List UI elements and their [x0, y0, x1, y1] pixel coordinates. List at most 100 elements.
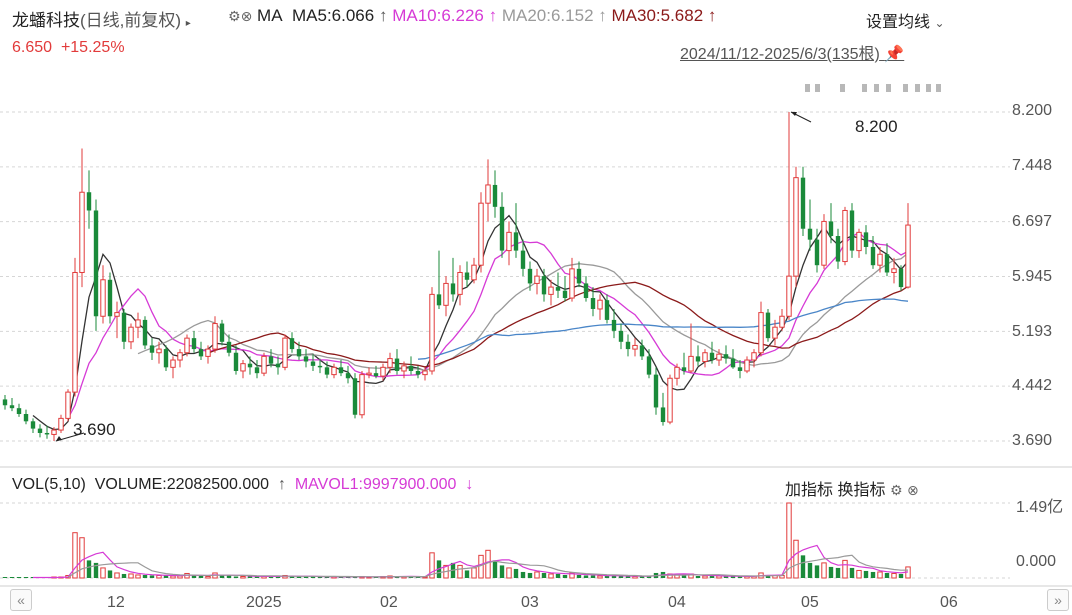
event-marker — [862, 84, 867, 92]
candle-body — [107, 279, 113, 317]
volume-bar — [240, 575, 246, 579]
high-annotation: 8.200 — [855, 117, 898, 136]
close-circle-icon[interactable]: ⊗ — [240, 8, 253, 24]
switch-indicator-button[interactable]: 换指标 — [837, 482, 886, 499]
candle-body — [772, 326, 778, 339]
volume-bar — [135, 574, 141, 579]
ma5-line — [32, 214, 909, 431]
candle-body — [499, 206, 505, 251]
price-line: 6.650 +15.25% — [12, 39, 125, 57]
volume-bar — [79, 537, 85, 579]
scroll-right-button[interactable]: » — [1047, 589, 1069, 611]
candle-body — [65, 391, 71, 419]
volume-bar — [275, 576, 281, 578]
pin-icon[interactable]: 📌 — [884, 46, 905, 63]
candle-body — [618, 330, 624, 342]
volume-bar — [303, 576, 309, 578]
volume-bar — [541, 572, 547, 578]
candle-body — [506, 231, 512, 252]
volume-bar — [597, 575, 603, 579]
volume-bar — [821, 562, 827, 579]
volume-bar — [765, 574, 771, 578]
candle-body — [93, 210, 99, 317]
candle-body — [156, 348, 162, 354]
volume-bar — [163, 575, 169, 578]
volume-bar — [121, 573, 127, 578]
gear-icon[interactable]: ⚙ — [889, 482, 903, 498]
change-percent: +15.25% — [60, 39, 125, 56]
candle-body — [877, 253, 883, 266]
event-marker — [915, 84, 920, 92]
candle-body — [744, 359, 750, 372]
candle-body — [72, 271, 78, 393]
candle-body — [366, 372, 372, 376]
volume-bar — [2, 577, 8, 578]
candle-body — [44, 432, 50, 435]
candle-body — [632, 344, 638, 350]
volume-bar — [156, 574, 162, 579]
candle-body — [723, 354, 729, 359]
candle-body — [422, 370, 428, 376]
candle-body — [478, 202, 484, 266]
candle-body — [758, 312, 764, 354]
volume-bar — [114, 572, 120, 579]
add-indicator-button[interactable]: 加指标 — [785, 482, 834, 499]
date-range[interactable]: 2024/11/12-2025/6/3(135根) 📌 — [680, 40, 904, 64]
volume-bar — [170, 575, 176, 579]
candle-body — [709, 352, 715, 361]
candle-body — [828, 221, 834, 237]
volume-bar — [709, 575, 715, 578]
high-arrowhead — [791, 112, 797, 116]
event-marker — [886, 84, 891, 92]
volume-bar — [646, 575, 652, 578]
volume-bar — [618, 575, 624, 578]
candle-body — [9, 405, 15, 409]
candle-body — [870, 246, 876, 266]
candle-body — [660, 407, 666, 423]
candle-body — [170, 359, 176, 368]
candle-body — [289, 338, 295, 350]
volume-bar — [100, 567, 106, 579]
gear-icon[interactable]: ⚙ — [228, 8, 241, 24]
volume-bar — [226, 575, 232, 578]
volume-bar — [394, 576, 400, 578]
candle-body — [625, 341, 631, 350]
volume-bar — [590, 575, 596, 578]
candle-body — [457, 271, 463, 295]
ma-settings-button[interactable]: 设置均线 ⌄ — [866, 8, 945, 32]
vol-legend: VOL(5,10) VOLUME:22082500.000 ↑ MAVOL1:9… — [12, 476, 473, 494]
candle-body — [268, 356, 274, 364]
volume-bar — [471, 567, 477, 579]
candle-body — [534, 275, 540, 284]
volume-bar — [9, 577, 15, 578]
stock-title[interactable]: 龙蟠科技(日线,前复权) ▸ — [12, 6, 191, 31]
close-circle-icon[interactable]: ⊗ — [906, 482, 919, 498]
candle-body — [891, 268, 897, 273]
candle-body — [86, 192, 92, 211]
volume-bar — [198, 575, 204, 578]
stock-mode: (日线,前复权) — [80, 11, 182, 30]
candle-body — [576, 268, 582, 284]
candle-body — [695, 356, 701, 362]
current-price: 6.650 — [12, 39, 53, 56]
candle-body — [205, 348, 211, 357]
ma20-line — [137, 252, 909, 372]
candle-body — [863, 232, 869, 247]
candle-body — [821, 220, 827, 266]
low-arrowhead — [56, 436, 62, 441]
scroll-left-button[interactable]: « — [10, 589, 32, 611]
volume-bar — [289, 575, 295, 578]
candle-body — [247, 363, 253, 368]
volume-bar — [786, 502, 792, 579]
volume-bar — [513, 568, 519, 578]
candle-body — [261, 355, 267, 374]
candle-body — [541, 276, 547, 295]
volume-bar — [849, 567, 855, 578]
volume-bar — [128, 573, 134, 579]
candle-body — [23, 414, 29, 422]
event-marker — [926, 84, 931, 92]
volume-bar — [23, 577, 29, 578]
volume-bar — [828, 566, 834, 578]
candle-body — [492, 184, 498, 207]
